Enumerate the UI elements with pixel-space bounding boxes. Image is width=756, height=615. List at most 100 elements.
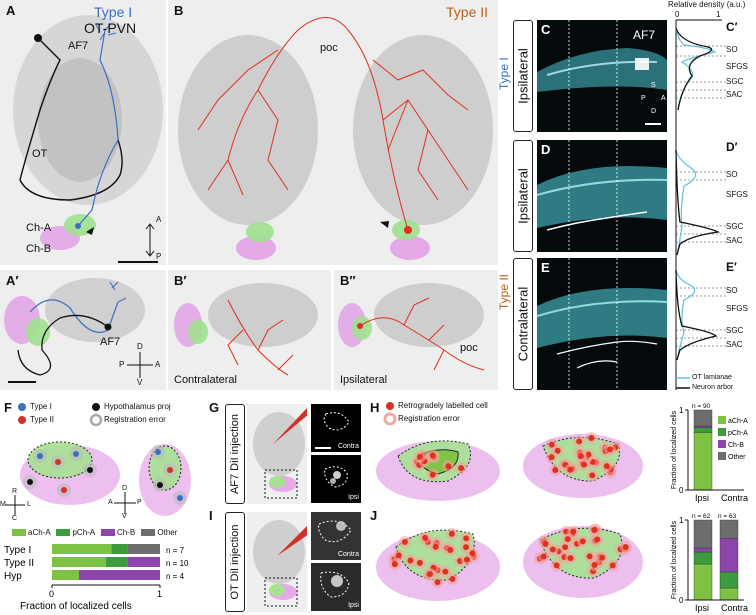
retrograde-cell-dot: [591, 561, 598, 568]
stack-bar-segment: [693, 425, 713, 428]
ipsilateral-label: Ipsilateral: [340, 374, 388, 386]
tab-af7-text: AF7 DiI injection: [229, 413, 241, 495]
panel-b-prime-drawing: [174, 283, 318, 376]
legend-ot-laminae: OT lamianae: [692, 374, 732, 381]
compass-p-2: P: [119, 360, 125, 369]
retrograde-cell-dot: [567, 466, 574, 473]
panel-a-prime: A′ AF7 D V P A: [0, 270, 166, 390]
panel-c-letter: C: [541, 22, 551, 37]
retrograde-cell-dot: [622, 544, 629, 551]
tab-ot-injection: OT DiI injection: [225, 512, 245, 612]
f-x-tick-label: 1: [157, 589, 162, 599]
micrograph-e-drawing: [537, 258, 667, 390]
stack-bar-segment: [693, 563, 713, 601]
micrograph-d: D: [537, 140, 667, 252]
tab-e-text: Contralateral: [515, 286, 531, 362]
f-bar-segment: [127, 557, 160, 567]
retrograde-cell-dot: [469, 550, 476, 557]
retrograde-cell-dot: [570, 528, 577, 535]
density-tick-0: 0: [675, 10, 680, 19]
stack-y-tick-label: 0: [679, 486, 684, 495]
density-profiles-drawing: [675, 19, 728, 390]
f-n-label: n = 4: [166, 572, 185, 581]
retrograde-cell-dot: [594, 536, 601, 543]
panel-b-prime: B′ Contralateral: [168, 270, 331, 390]
panel-a-drawing: [13, 15, 163, 263]
stack-legend-swatch: [718, 428, 726, 436]
stack-bar-segment: [693, 409, 713, 427]
legend-type-ii: Type II: [30, 415, 55, 424]
stack-n-label: n = 62: [692, 513, 711, 520]
compass-a-f: A: [108, 499, 113, 506]
retrograde-cell-dot: [588, 434, 595, 441]
stack-y-label: Fraction of localized cells: [671, 410, 678, 489]
retrograde-cell-dot: [606, 446, 613, 453]
f-category-label: Type II: [4, 558, 34, 569]
tab-c-text: Ipsilateral: [515, 48, 531, 104]
retrograde-cell-dot: [603, 463, 610, 470]
compass-d-2: D: [137, 342, 143, 351]
panel-f-letter: F: [4, 400, 12, 415]
panel-b: B Type II poc: [168, 0, 498, 265]
f-bar-segment: [52, 570, 79, 580]
retrograde-cell-dot: [549, 546, 556, 553]
retrograde-cell-dot: [589, 472, 596, 479]
stack-category-label: Ipsi: [695, 493, 709, 503]
c-layer-so: SO: [726, 45, 738, 54]
stack-legend-label: Other: [728, 454, 746, 461]
inset-g-contra: Contra: [311, 404, 361, 452]
retrograde-cell-dot: [581, 461, 588, 468]
chb-label: Ch-B: [26, 243, 52, 255]
tab-af7-injection: AF7 DiI injection: [225, 404, 245, 504]
density-profiles: Relative density (a.u.) 0 1: [668, 0, 756, 395]
retrograde-cell-dot: [442, 568, 449, 575]
legend-swatch-pcha: [56, 529, 71, 537]
tab-c-ipsilateral: Ipsilateral: [513, 20, 533, 132]
stack-bar-segment: [693, 432, 713, 491]
retrograde-cell-dot: [576, 438, 583, 445]
compass-d-c: D: [651, 108, 657, 115]
stack-legend-label: aCh-A: [728, 418, 748, 425]
retrograde-cell-dot: [407, 557, 414, 564]
legend-swatch-acha: [12, 529, 26, 537]
panel-e-letter: E: [541, 260, 550, 275]
c-layer-sgc: SGC: [726, 77, 744, 86]
retrograde-cell-dot: [463, 535, 470, 542]
inset-g-ipsi-label: Ipsi: [348, 494, 359, 501]
inset-i-ipsi: Ipsi: [311, 563, 361, 611]
stack-bar-segment: [693, 519, 713, 549]
retrograde-cell-dot: [577, 453, 584, 460]
micrograph-c: C AF7 S D P A: [537, 20, 667, 132]
f-bar-legend: aCh-A pCh-A Ch-B Other: [12, 528, 177, 537]
retrograde-cell-dot: [448, 530, 455, 537]
retrograde-cell-dot: [548, 454, 555, 461]
f-x-tick-label: 0: [49, 589, 54, 599]
stack-y-label: Fraction of localized cells: [671, 520, 678, 599]
d-layer-sfgs: SFGS: [726, 190, 748, 199]
c-layer-sac: SAC: [726, 90, 743, 99]
f-bar-segment: [127, 544, 160, 554]
poc-label: poc: [320, 42, 338, 54]
compass-p-c: P: [641, 95, 646, 102]
panel-a: A Type I OT-PVN AF7 OT Ch-A Ch-B A P: [0, 0, 166, 265]
ot-label: OT: [32, 148, 48, 160]
chart-f-horizontal: Type I n = 7 Type II n = 10 Hyp n = 4 0 1 Fracti…: [4, 544, 189, 612]
stack-bar-segment: [693, 547, 713, 553]
compass-r-f: R: [12, 488, 18, 495]
retrograde-cell-dot: [609, 562, 616, 569]
legend-registration-error: Registration error: [104, 415, 166, 424]
stack-legend-label: pCh-A: [728, 430, 748, 437]
type-ii-title: Type II: [446, 4, 489, 20]
type-ii-side-label: Type II: [497, 273, 511, 310]
d-layer-sac: SAC: [726, 236, 743, 245]
cha-label: Ch-A: [26, 222, 52, 234]
f-legend-pcha: pCh-A: [72, 528, 95, 537]
stack-legend-swatch: [718, 452, 726, 460]
d-layer-so: SO: [726, 170, 738, 179]
panel-b-double-prime-letter: B″: [340, 273, 356, 288]
f-bar-segment: [111, 544, 128, 554]
retrograde-cell-dot: [585, 451, 592, 458]
stack-legend-swatch: [718, 440, 726, 448]
